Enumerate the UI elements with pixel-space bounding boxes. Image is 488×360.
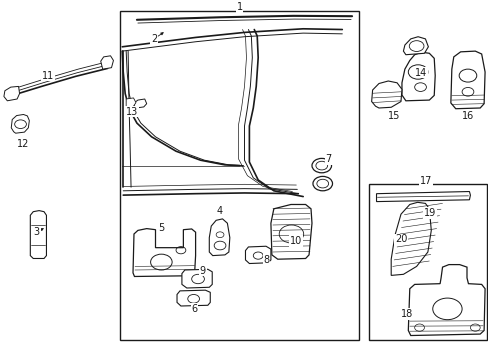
Text: 16: 16 <box>461 111 474 121</box>
Text: 4: 4 <box>217 206 223 216</box>
Text: 17: 17 <box>419 176 432 186</box>
Text: 10: 10 <box>289 236 302 246</box>
Text: 13: 13 <box>125 107 138 117</box>
Polygon shape <box>30 211 46 258</box>
Text: 1: 1 <box>236 2 242 12</box>
Polygon shape <box>407 265 484 336</box>
Polygon shape <box>133 99 146 108</box>
Polygon shape <box>11 114 29 133</box>
Polygon shape <box>245 246 270 264</box>
Text: 9: 9 <box>200 266 205 276</box>
Polygon shape <box>133 229 195 276</box>
Text: 12: 12 <box>17 139 30 149</box>
Bar <box>120 11 359 340</box>
Text: 8: 8 <box>263 255 269 265</box>
Text: 5: 5 <box>158 222 164 233</box>
Text: 7: 7 <box>325 154 331 164</box>
Text: 3: 3 <box>34 227 40 237</box>
Polygon shape <box>126 98 136 108</box>
Text: 18: 18 <box>400 309 412 319</box>
Text: 19: 19 <box>423 208 436 218</box>
Text: 20: 20 <box>394 234 407 244</box>
Polygon shape <box>182 269 212 288</box>
Polygon shape <box>270 204 311 259</box>
Polygon shape <box>390 202 430 275</box>
Text: 11: 11 <box>41 71 54 81</box>
Polygon shape <box>101 56 113 69</box>
Polygon shape <box>177 290 210 306</box>
Text: 6: 6 <box>191 304 197 314</box>
Polygon shape <box>371 81 401 108</box>
Polygon shape <box>403 37 427 55</box>
Bar <box>368 184 486 340</box>
Text: 15: 15 <box>386 111 399 121</box>
Polygon shape <box>209 219 229 256</box>
Text: 2: 2 <box>151 34 157 44</box>
Polygon shape <box>4 86 20 101</box>
Polygon shape <box>376 192 469 202</box>
Polygon shape <box>401 52 434 101</box>
Polygon shape <box>450 51 484 109</box>
Text: 14: 14 <box>414 68 427 78</box>
